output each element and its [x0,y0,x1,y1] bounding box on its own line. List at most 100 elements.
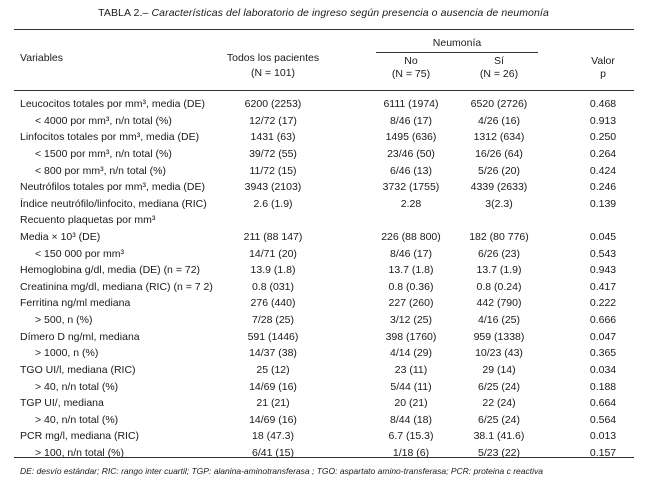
cell-variable: > 1000, n (%) [35,347,99,360]
table-row: < 150 000 por mm³ 14/71 (20) 8/46 (17) 6/26… [0,247,647,262]
cell-variable: > 100, n/n total (%) [35,447,125,459]
cell-all-patients: 2.6 (1.9) [253,197,293,210]
table-row: > 500, n (%) 7/28 (25) 3/12 (25) 4/16 (25) 0… [0,313,647,328]
cell-neumonia-si: 16/26 (64) [475,147,523,160]
cell-neumonia-no: 20 (21) [394,397,428,410]
cell-neumonia-no: 8/46 (17) [389,114,433,127]
cell-p-value: 0.264 [589,147,617,160]
table-row: > 1000, n (%) 14/37 (38) 4/14 (29) 10/23 (4… [0,346,647,361]
table-caption-lead: TABLA 2.– [98,7,149,19]
header-p-sub: p [600,68,606,80]
cell-p-value: 0.365 [589,347,617,360]
cell-variable: < 150 000 por mm³ [35,247,125,260]
cell-variable: < 1500 por mm³, n/n total (%) [35,147,172,160]
cell-p-value: 0.157 [589,447,617,459]
cell-p-value: 0.543 [589,247,617,260]
cell-neumonia-si: 1312 (634) [473,131,525,144]
cell-p-value: 0.222 [589,297,617,310]
cell-neumonia-no: 3/12 (25) [389,314,433,327]
header-group-neumonia: Neumonía [432,37,482,49]
cell-neumonia-si: 442 (790) [476,297,522,310]
cell-neumonia-si: 6/25 (24) [477,413,521,426]
cell-all-patients: 3943 (2103) [244,181,302,194]
cell-neumonia-no: 8/46 (17) [389,247,433,260]
cell-neumonia-no: 6.7 (15.3) [388,430,434,443]
table-row: Linfocitos totales por mm³, media (DE) 14… [0,130,647,145]
cell-all-patients: 13.9 (1.8) [250,264,296,277]
header-no-title: No [404,55,418,67]
table-row: > 40, n/n total (%) 14/69 (16) 5/44 (11) 6/… [0,380,647,395]
cell-neumonia-no: 6/46 (13) [389,164,433,177]
cell-variable: PCR mg/l, mediana (RIC) [20,430,140,443]
cell-variable: Creatinina mg/dl, mediana (RIC) (n = 7 2… [20,280,213,293]
header-p-title: Valor [591,55,615,67]
cell-p-value: 0.034 [589,363,617,376]
cell-neumonia-si: 0.8 (0.24) [476,280,522,293]
cell-neumonia-si: 10/23 (43) [475,347,523,360]
cell-neumonia-no: 1495 (636) [385,131,437,144]
cell-p-value: 0.913 [589,114,617,127]
cell-all-patients: 6/41 (15) [251,447,295,459]
cell-neumonia-no: 23/46 (50) [387,147,435,160]
table-row: Creatinina mg/dl, mediana (RIC) (n = 7 2… [0,280,647,295]
table-caption: TABLA 2.– Características del laboratori… [0,7,647,19]
cell-neumonia-no: 398 (1760) [385,330,437,343]
cell-variable: < 800 por mm³, n/n total (%) [35,164,167,177]
cell-variable: > 40, n/n total (%) [35,413,119,426]
cell-neumonia-no: 2.28 [400,197,422,210]
cell-neumonia-si: 6/26 (23) [477,247,521,260]
cell-all-patients: 7/28 (25) [251,314,295,327]
cell-variable: Leucocitos totales por mm³, media (DE) [20,98,205,110]
cell-neumonia-no: 227 (260) [388,297,434,310]
cell-neumonia-si: 182 (80 776) [469,231,529,243]
cell-neumonia-si: 6520 (2726) [470,98,528,110]
cell-neumonia-si: 959 (1338) [473,330,525,343]
cell-all-patients: 14/37 (38) [249,347,297,360]
cell-all-patients: 14/69 (16) [249,380,297,393]
cell-all-patients: 14/71 (20) [249,247,297,260]
header-all-title: Todos los pacientes [226,52,320,64]
cell-variable: Recuento plaquetas por mm³ [20,214,156,227]
cell-neumonia-si: 3(2.3) [485,197,513,210]
cell-neumonia-no: 13.7 (1.8) [388,264,434,277]
cell-variable: Media × 10³ (DE) [20,231,101,243]
cell-variable: > 40, n/n total (%) [35,380,119,393]
table-row: Ferritina ng/ml mediana 276 (440) 227 (260… [0,296,647,311]
cell-neumonia-si: 38.1 (41.6) [473,430,525,443]
table-row: > 40, n/n total (%) 14/69 (16) 8/44 (18) 6/… [0,413,647,428]
cell-neumonia-si: 13.7 (1.9) [476,264,522,277]
table-row: < 800 por mm³, n/n total (%) 11/72 (15) 6/… [0,164,647,179]
cell-p-value: 0.943 [589,264,617,277]
cell-p-value: 0.417 [589,280,617,293]
table-row: Índice neutrófilo/linfocito, mediana (RI… [0,197,647,212]
cell-all-patients: 21 (21) [256,397,290,410]
cell-p-value: 0.246 [589,181,617,194]
cell-neumonia-si: 4/16 (25) [477,314,521,327]
cell-variable: < 4000 por mm³, n/n total (%) [35,114,172,127]
cell-variable: TGP UI/, mediana [20,397,104,410]
cell-p-value: 0.139 [589,197,617,210]
cell-neumonia-si: 22 (24) [482,397,516,410]
table-row: < 1500 por mm³, n/n total (%) 39/72 (55) 2… [0,147,647,162]
cell-all-patients: 276 (440) [250,297,296,310]
cell-variable: Ferritina ng/ml mediana [20,297,131,310]
table-row: PCR mg/l, mediana (RIC) 18 (47.3) 6.7 (15.… [0,429,647,444]
header-variables: Variables [20,52,63,64]
cell-neumonia-no: 3732 (1755) [382,181,440,194]
cell-all-patients: 14/69 (16) [249,413,297,426]
bottom-rule [14,457,634,458]
cell-variable: Hemoglobina g/dl, media (DE) (n = 72) [20,264,201,277]
cell-variable: Neutrófilos totales por mm³, media (DE) [20,181,205,194]
cell-all-patients: 11/72 (15) [249,164,297,177]
cell-all-patients: 211 (88 147) [243,231,303,243]
cell-neumonia-no: 5/44 (11) [390,380,432,393]
cell-variable: TGO UI/l, mediana (RIC) [20,363,136,376]
cell-p-value: 0.250 [589,131,617,144]
cell-all-patients: 6200 (2253) [244,98,302,110]
cell-neumonia-no: 6111 (1974) [383,98,439,110]
table-row: TGO UI/l, mediana (RIC) 25 (12) 23 (11) 29 … [0,363,647,378]
table-row: Dímero D ng/ml, mediana 591 (1446) 398 (17… [0,330,647,345]
cell-p-value: 0.424 [589,164,617,177]
top-rule [14,29,634,30]
cell-all-patients: 18 (47.3) [251,430,295,443]
